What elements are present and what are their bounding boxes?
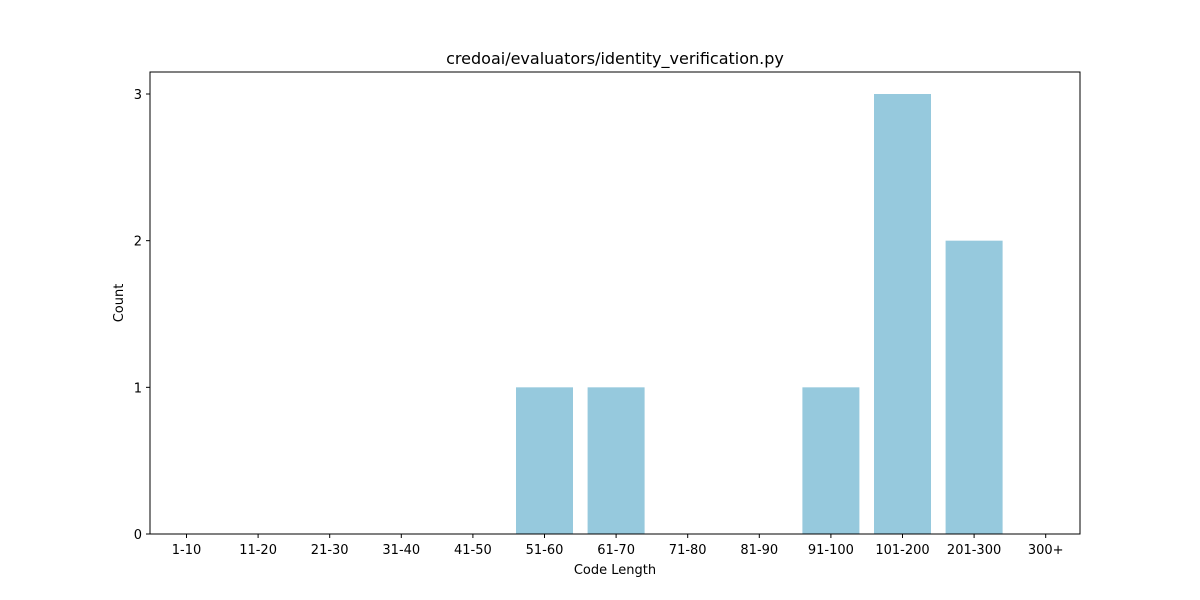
y-tick-label: 0 bbox=[134, 528, 142, 543]
x-tick-label: 201-300 bbox=[947, 543, 1001, 558]
x-axis-title: Code Length bbox=[574, 563, 656, 578]
x-tick-label: 51-60 bbox=[526, 543, 564, 558]
x-tick-label: 91-100 bbox=[808, 543, 854, 558]
y-tick-label: 3 bbox=[134, 88, 142, 103]
bar-91-100 bbox=[802, 387, 860, 534]
x-tick-label: 31-40 bbox=[382, 543, 420, 558]
x-tick-label: 101-200 bbox=[875, 543, 929, 558]
y-axis-ticks: 0 1 2 3 bbox=[134, 88, 150, 543]
x-tick-label: 61-70 bbox=[597, 543, 635, 558]
bars-group bbox=[516, 94, 1003, 534]
bar-101-200 bbox=[874, 94, 931, 534]
bar-201-300 bbox=[945, 240, 1003, 534]
x-axis-ticks: 1-10 11-20 21-30 31-40 41-50 51-60 61-70 71-80 8… bbox=[172, 534, 1064, 558]
x-tick-label: 41-50 bbox=[454, 543, 492, 558]
bar-51-60 bbox=[516, 387, 573, 534]
x-tick-label: 21-30 bbox=[311, 543, 349, 558]
y-tick-label: 2 bbox=[134, 235, 142, 250]
x-tick-label: 11-20 bbox=[239, 543, 277, 558]
x-tick-label: 300+ bbox=[1028, 543, 1064, 558]
x-tick-label: 71-80 bbox=[669, 543, 707, 558]
y-axis-title: Count bbox=[112, 284, 127, 323]
x-tick-label: 81-90 bbox=[740, 543, 778, 558]
x-tick-label: 1-10 bbox=[172, 543, 202, 558]
chart-title: credoai/evaluators/identity_verification… bbox=[446, 49, 784, 69]
y-tick-label: 1 bbox=[134, 381, 142, 396]
bar-61-70 bbox=[587, 387, 645, 534]
plot-frame bbox=[149, 71, 1081, 535]
